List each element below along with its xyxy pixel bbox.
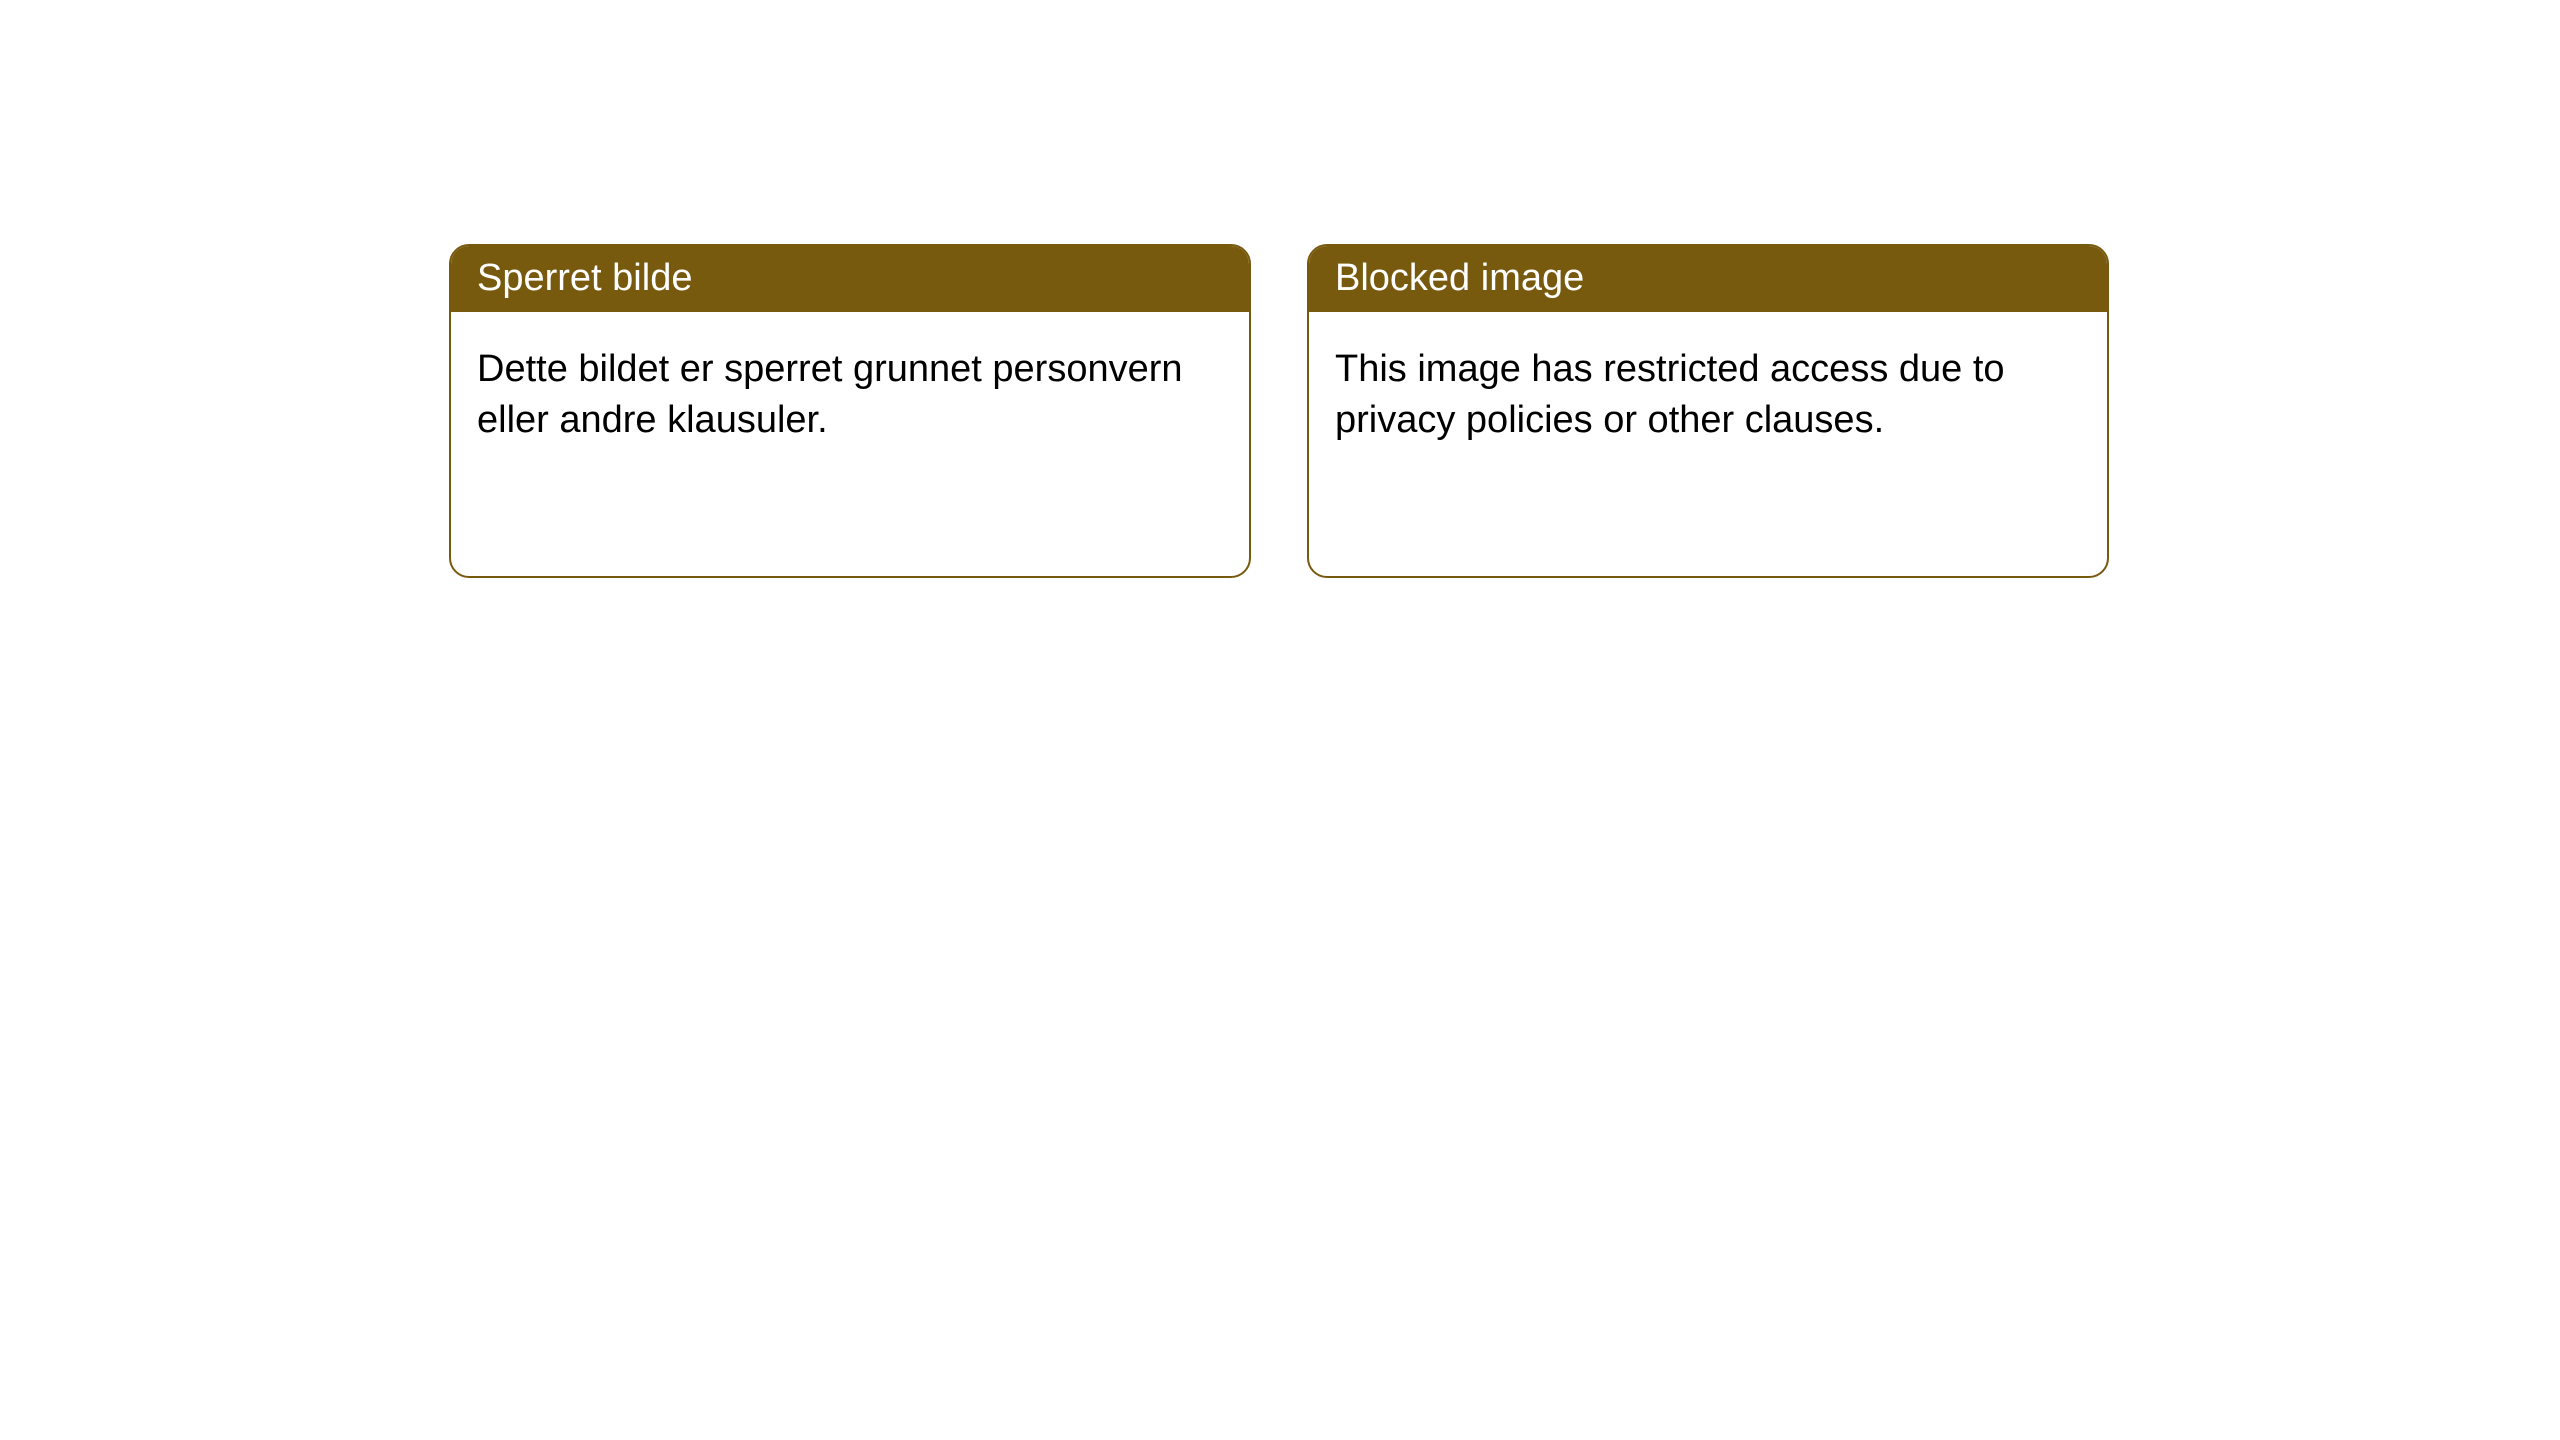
card-header-en: Blocked image — [1309, 246, 2107, 312]
notice-card-no: Sperret bilde Dette bildet er sperret gr… — [449, 244, 1251, 578]
notice-card-en: Blocked image This image has restricted … — [1307, 244, 2109, 578]
card-message-no: Dette bildet er sperret grunnet personve… — [477, 348, 1183, 441]
notice-cards-container: Sperret bilde Dette bildet er sperret gr… — [0, 0, 2560, 578]
card-message-en: This image has restricted access due to … — [1335, 348, 2005, 441]
card-title-no: Sperret bilde — [477, 257, 692, 299]
card-title-en: Blocked image — [1335, 257, 1584, 299]
card-body-en: This image has restricted access due to … — [1309, 312, 2107, 479]
card-body-no: Dette bildet er sperret grunnet personve… — [451, 312, 1249, 479]
card-header-no: Sperret bilde — [451, 246, 1249, 312]
